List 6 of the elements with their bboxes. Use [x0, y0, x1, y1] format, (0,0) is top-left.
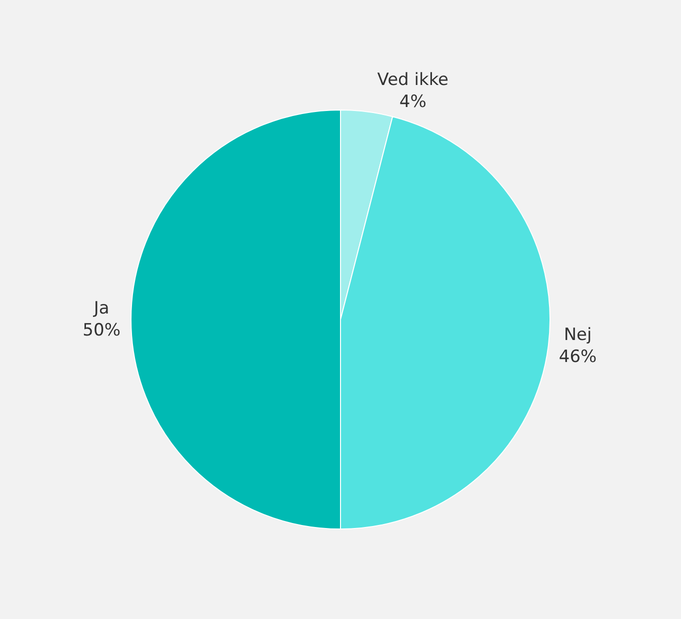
slice-label: Ja: [92, 298, 110, 318]
slice-label: Ved ikke: [377, 70, 449, 90]
slice-label: Nej: [564, 325, 592, 346]
data-label: 46%: [558, 347, 597, 368]
data-label: 4%: [399, 92, 426, 112]
data-label: 50%: [82, 320, 120, 341]
